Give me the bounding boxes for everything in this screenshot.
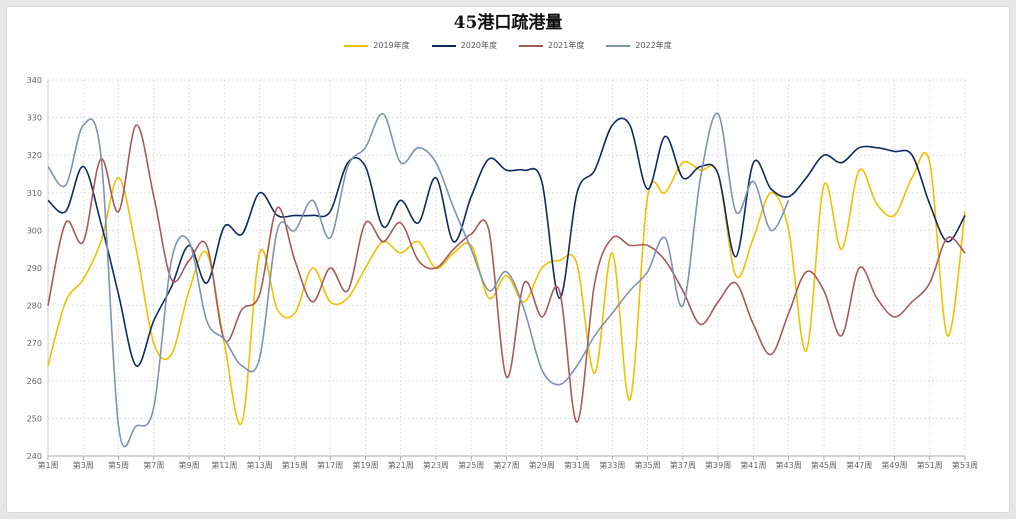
legend-swatch-2020 (431, 44, 456, 47)
y-tick-label: 310 (27, 189, 42, 198)
x-tick-label: 第35周 (634, 460, 660, 470)
x-tick-label: 第11周 (211, 460, 237, 470)
x-tick-label: 第17周 (317, 460, 343, 470)
legend-item-2021[interactable]: 2021年度 (519, 40, 584, 51)
y-tick-label: 260 (27, 377, 42, 386)
x-tick-label: 第13周 (247, 460, 273, 470)
x-tick-label: 第45周 (811, 460, 837, 470)
legend-swatch-2022 (606, 44, 631, 47)
y-tick-label: 320 (27, 151, 42, 160)
series-lines (47, 112, 966, 448)
x-tick-label: 第27周 (493, 460, 519, 470)
x-tick-label: 第19周 (352, 460, 378, 470)
chart-legend: 2019年度 2020年度 2021年度 2022年度 (0, 40, 1016, 51)
x-tick-label: 第23周 (423, 460, 449, 470)
legend-label-2019: 2019年度 (373, 41, 410, 50)
x-tick-label: 第43周 (776, 460, 802, 470)
axes: 240 250 260 270 280 290 300 310 320 330 340 第1周 第3周 第… (27, 76, 978, 470)
x-tick-label: 第41周 (740, 460, 766, 470)
x-tick-label: 第29周 (529, 460, 555, 470)
x-tick-label: 第47周 (846, 460, 872, 470)
legend-swatch-2021 (519, 44, 543, 47)
y-tick-label: 270 (27, 339, 42, 348)
series-line-2020[interactable] (47, 117, 966, 367)
x-tick-label: 第7周 (143, 460, 164, 470)
x-tick-label: 第15周 (282, 460, 308, 470)
x-tick-label: 第9周 (179, 460, 200, 470)
x-tick-label: 第49周 (881, 460, 907, 470)
legend-swatch-2019 (344, 44, 369, 47)
series-line-2021[interactable] (47, 124, 966, 424)
x-tick-label: 第5周 (108, 460, 129, 470)
series-line-2022[interactable] (47, 112, 790, 448)
x-tick-label: 第33周 (599, 460, 625, 470)
x-tick-label: 第39周 (705, 460, 731, 470)
legend-label-2020: 2020年度 (460, 41, 497, 50)
y-tick-label: 340 (27, 76, 42, 85)
chart-frame (6, 6, 1010, 513)
x-tick-label: 第37周 (670, 460, 696, 470)
y-tick-label: 290 (27, 264, 42, 273)
legend-item-2019[interactable]: 2019年度 (344, 40, 410, 51)
chart-title: 45港口疏港量 (453, 13, 563, 33)
series-line-2019[interactable] (47, 152, 966, 426)
legend-item-2022[interactable]: 2022年度 (606, 40, 672, 51)
legend-label-2022: 2022年度 (635, 41, 672, 50)
x-tick-label: 第53周 (952, 460, 978, 470)
x-tick-label: 第3周 (73, 460, 94, 470)
y-tick-label: 240 (27, 452, 42, 461)
y-tick-label: 280 (27, 302, 42, 311)
legend-item-2020[interactable]: 2020年度 (431, 40, 497, 51)
x-tick-label: 第51周 (917, 460, 943, 470)
x-tick-label: 第25周 (458, 460, 484, 470)
grid (47, 79, 966, 457)
y-tick-label: 250 (27, 414, 42, 423)
x-tick-label: 第21周 (388, 460, 414, 470)
y-tick-label: 330 (27, 114, 42, 123)
x-tick-label: 第31周 (564, 460, 590, 470)
x-tick-label: 第1周 (37, 460, 58, 470)
legend-label-2021: 2021年度 (548, 41, 585, 50)
y-tick-label: 300 (27, 226, 42, 235)
